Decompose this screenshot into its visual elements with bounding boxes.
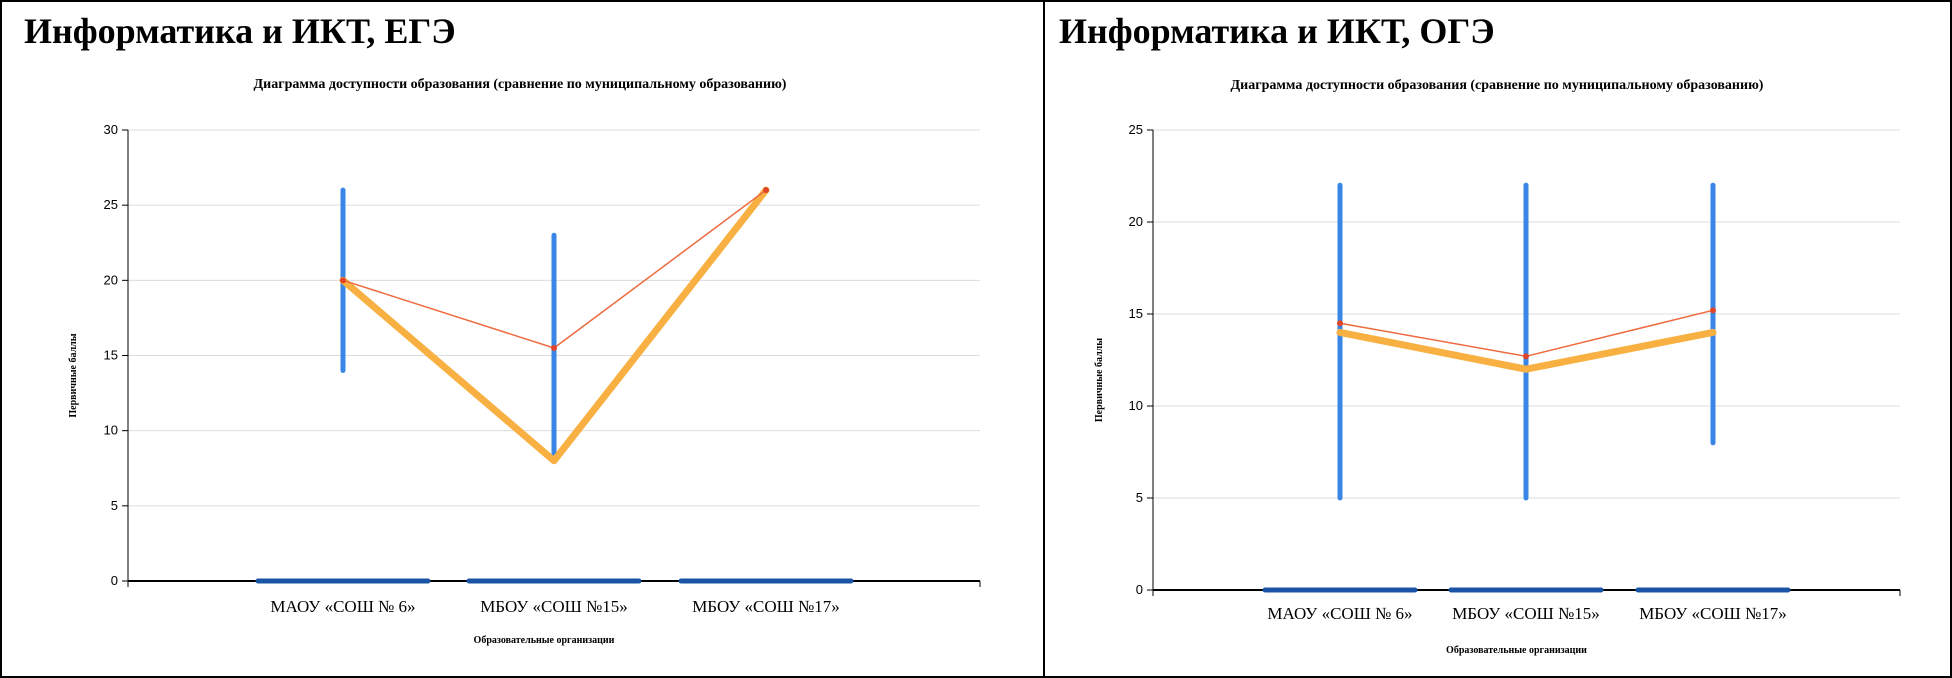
series-point-1: [340, 277, 346, 284]
y-axis-title: Первичные баллы: [1094, 338, 1105, 422]
x-axis-title: Образовательные организации: [474, 635, 615, 646]
chart-title: Диаграмма доступности образования (сравн…: [1231, 78, 1764, 93]
y-tick-label: 10: [1129, 398, 1143, 413]
y-tick-label: 5: [111, 498, 118, 513]
y-tick-label: 15: [1129, 306, 1143, 321]
y-tick-label: 25: [104, 197, 118, 212]
y-tick-label: 0: [111, 573, 118, 588]
chart-ege: Диаграмма доступности образования (сравн…: [68, 77, 981, 646]
y-tick-label: 30: [104, 122, 118, 137]
y-tick-label: 20: [1129, 214, 1143, 229]
category-label: МАОУ «СОШ № 6»: [270, 597, 415, 616]
panel-title: Информатика и ИКТ, ОГЭ: [1059, 11, 1495, 51]
y-tick-label: 10: [104, 423, 118, 438]
category-label: МАОУ «СОШ № 6»: [1267, 604, 1412, 623]
series-point-1: [1710, 307, 1716, 314]
x-axis-title: Образовательные организации: [1446, 645, 1587, 656]
series-point-1: [1523, 353, 1529, 360]
panel-oge: Информатика и ИКТ, ОГЭ Диаграмма доступн…: [1043, 0, 1952, 678]
panel-title: Информатика и ИКТ, ЕГЭ: [24, 11, 456, 51]
category-label: МБОУ «СОШ №17»: [692, 597, 840, 616]
y-tick-label: 5: [1136, 490, 1143, 505]
category-label: МБОУ «СОШ №17»: [1639, 604, 1787, 623]
category-label: МБОУ «СОШ №15»: [1452, 604, 1600, 623]
chart-oge: Диаграмма доступности образования (сравн…: [1094, 78, 1901, 656]
series-point-1: [551, 344, 557, 351]
panel-ege: Информатика и ИКТ, ЕГЭ Диаграмма доступн…: [24, 11, 981, 646]
y-tick-label: 20: [104, 272, 118, 287]
y-tick-label: 15: [104, 348, 118, 363]
y-tick-label: 0: [1136, 582, 1143, 597]
y-axis-title: Первичные баллы: [68, 333, 79, 417]
series-point-1: [1337, 320, 1343, 327]
series-point-1: [763, 187, 769, 194]
series-line-0: [1336, 328, 1717, 373]
category-label: МБОУ «СОШ №15»: [480, 597, 628, 616]
y-tick-label: 25: [1129, 122, 1143, 137]
chart-title: Диаграмма доступности образования (сравн…: [254, 77, 787, 92]
series-line-0: [339, 186, 770, 465]
